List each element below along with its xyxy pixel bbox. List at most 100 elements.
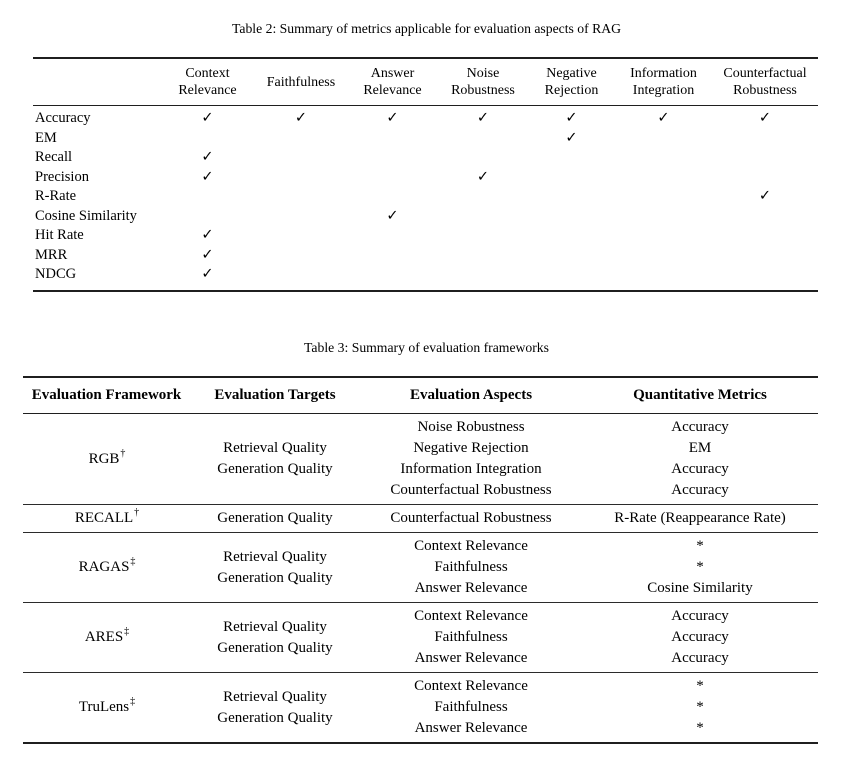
table-row: TruLens‡ Retrieval Quality Generation Qu… <box>23 672 818 744</box>
metric-line: Accuracy <box>671 482 729 498</box>
check-cell <box>438 265 528 291</box>
check-cell <box>438 148 528 168</box>
framework-name-cell: ARES‡ <box>23 603 190 673</box>
check-cell <box>615 129 712 149</box>
framework-name: TruLens <box>78 699 130 715</box>
check-cell <box>255 207 347 227</box>
metric-label: EM <box>35 129 57 146</box>
framework-name: ARES <box>84 629 124 645</box>
metric-label: MRR <box>35 246 68 263</box>
check-cell: ✓ <box>657 110 670 126</box>
target-line: Generation Quality <box>217 639 333 656</box>
check-cell: ✓ <box>386 110 399 126</box>
check-cell <box>438 207 528 227</box>
table3-frameworks: Evaluation Framework Evaluation Targets … <box>23 376 818 744</box>
aspect-line: Counterfactual Robustness <box>390 510 552 526</box>
table2-col-noise-robustness: Noise Robustness <box>451 66 515 98</box>
framework-name: RGB <box>88 450 120 467</box>
target-line: Generation Quality <box>217 510 333 526</box>
check-cell <box>615 265 712 291</box>
check-cell <box>255 246 347 266</box>
check-cell: ✓ <box>294 110 308 126</box>
aspect-line: Answer Relevance <box>414 580 528 596</box>
check-cell: ✓ <box>201 149 214 165</box>
metric-line: Accuracy <box>671 629 729 645</box>
aspect-line: Context Relevance <box>414 678 528 694</box>
target-line: Retrieval Quality <box>223 688 327 705</box>
metric-label: Hit Rate <box>35 227 84 243</box>
check-cell <box>528 187 615 207</box>
target-line: Generation Quality <box>217 461 333 477</box>
framework-name-cell: RECALL† <box>23 505 190 533</box>
aspect-line: Context Relevance <box>414 538 528 554</box>
metric-line: EM <box>688 440 712 456</box>
check-cell <box>528 265 615 291</box>
framework-marker: † <box>134 507 140 518</box>
check-cell <box>347 168 438 188</box>
check-cell <box>528 246 615 266</box>
table3-col-quantitative-metrics: Quantitative Metrics <box>633 387 767 403</box>
table2-col-answer-relevance: Answer Relevance <box>363 66 422 98</box>
aspect-line: Information Integration <box>400 461 542 477</box>
check-cell <box>712 148 818 168</box>
table-row: Cosine Similarity ✓ <box>33 207 818 227</box>
check-cell <box>255 129 347 149</box>
metric-line: Accuracy <box>671 650 729 666</box>
framework-name-cell: RAGAS‡ <box>23 533 190 603</box>
metric-line: * <box>696 678 704 694</box>
check-cell <box>615 168 712 188</box>
table-row: Hit Rate ✓ <box>33 226 818 246</box>
metrics-cell: R-Rate (Reappearance Rate) <box>582 505 818 533</box>
check-cell: ✓ <box>476 168 490 185</box>
target-line: Generation Quality <box>217 709 333 726</box>
check-cell <box>255 168 347 188</box>
check-cell <box>528 148 615 168</box>
table-row: R-Rate ✓ <box>33 187 818 207</box>
metrics-cell: Accuracy EM Accuracy Accuracy <box>582 414 818 505</box>
aspect-line: Faithfulness <box>434 559 508 575</box>
metric-line: Accuracy <box>671 419 729 435</box>
metric-line: * <box>696 699 704 715</box>
target-line: Retrieval Quality <box>223 548 327 565</box>
check-cell: ✓ <box>476 110 490 126</box>
framework-marker: ‡ <box>130 696 136 707</box>
check-cell <box>615 207 712 227</box>
check-cell <box>255 187 347 207</box>
check-cell: ✓ <box>201 266 214 282</box>
check-cell <box>438 129 528 149</box>
check-cell <box>615 148 712 168</box>
check-cell <box>347 265 438 291</box>
table2-col-context-relevance: Context Relevance <box>178 66 237 98</box>
aspect-line: Negative Rejection <box>413 440 529 456</box>
check-cell <box>615 246 712 266</box>
aspects-cell: Context Relevance Faithfulness Answer Re… <box>360 533 582 603</box>
metrics-cell: Accuracy Accuracy Accuracy <box>582 603 818 673</box>
targets-cell: Retrieval Quality Generation Quality <box>190 414 360 505</box>
table-row: Precision ✓ ✓ <box>33 168 818 188</box>
metrics-cell: * * * <box>582 673 818 744</box>
check-cell <box>528 226 615 246</box>
framework-name-cell: TruLens‡ <box>23 673 190 744</box>
check-cell <box>255 148 347 168</box>
framework-name-cell: RGB† <box>23 414 190 505</box>
aspect-line: Context Relevance <box>414 608 528 624</box>
check-cell <box>712 207 818 227</box>
targets-cell: Generation Quality <box>190 505 360 533</box>
check-cell <box>347 246 438 266</box>
metric-label: Accuracy <box>35 110 91 126</box>
metric-label: Precision <box>35 168 89 185</box>
table-row: RAGAS‡ Retrieval Quality Generation Qual… <box>23 532 818 603</box>
metric-label: Cosine Similarity <box>35 207 137 224</box>
metric-line: * <box>696 559 704 575</box>
table-row: EM ✓ <box>33 129 818 149</box>
table-row: NDCG ✓ <box>33 265 818 291</box>
check-cell <box>160 187 255 207</box>
check-cell: ✓ <box>386 207 399 224</box>
framework-marker: † <box>120 447 126 459</box>
check-cell <box>615 226 712 246</box>
framework-marker: ‡ <box>130 556 136 567</box>
table3-col-evaluation-framework: Evaluation Framework <box>31 387 182 403</box>
aspect-line: Counterfactual Robustness <box>390 482 552 498</box>
framework-name: RECALL <box>74 510 134 526</box>
check-cell <box>712 168 818 188</box>
